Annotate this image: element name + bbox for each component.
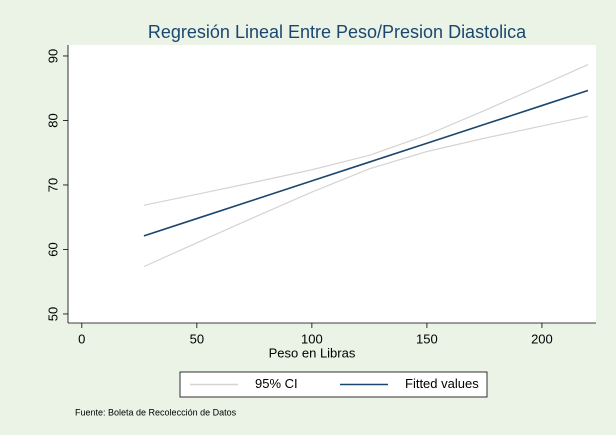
x-tick-label: 50 <box>190 331 204 346</box>
legend-label: Fitted values <box>405 376 479 391</box>
legend-label: 95% CI <box>255 376 298 391</box>
y-tick-label: 50 <box>45 307 60 321</box>
x-axis-label: Peso en Libras <box>269 345 356 360</box>
y-tick-label: 70 <box>45 178 60 192</box>
x-tick-label: 0 <box>78 331 85 346</box>
x-tick-label: 100 <box>301 331 323 346</box>
x-tick-label: 200 <box>531 331 553 346</box>
y-tick-label: 60 <box>45 242 60 256</box>
ci-line <box>143 115 589 268</box>
y-tick-label: 90 <box>45 49 60 63</box>
note: Fuente: Boleta de Recolección de Datos <box>75 407 237 417</box>
ci-line <box>143 64 589 206</box>
x-tick-label: 150 <box>416 331 438 346</box>
chart-title: Regresión Lineal Entre Peso/Presion Dias… <box>148 22 527 42</box>
fitted-line <box>143 89 589 237</box>
y-tick-label: 80 <box>45 113 60 127</box>
